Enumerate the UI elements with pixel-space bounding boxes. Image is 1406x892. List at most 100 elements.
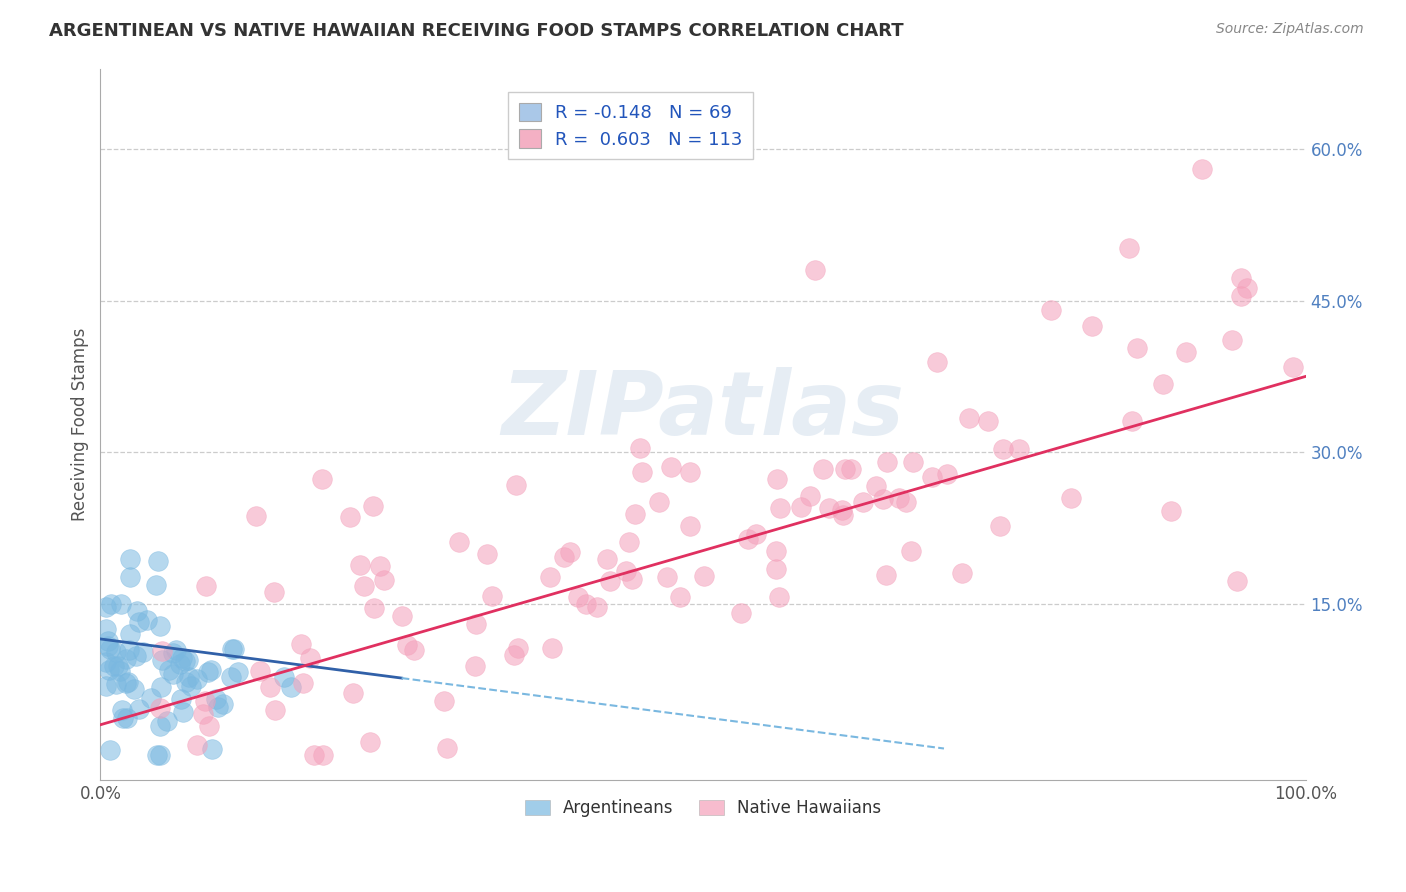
Point (169, 657, 191, 672)
Point (1040, 302, 1063, 317)
Text: ARGENTINEAN VS NATIVE HAWAIIAN RECEIVING FOOD STAMPS CORRELATION CHART: ARGENTINEAN VS NATIVE HAWAIIAN RECEIVING… (49, 22, 904, 40)
Point (1230, 271, 1253, 285)
Point (1060, 491, 1083, 506)
Point (464, 659, 486, 673)
Point (737, 533, 759, 547)
Point (1191, 162, 1213, 177)
Point (839, 462, 862, 476)
Point (110, 597, 132, 611)
Point (146, 747, 169, 762)
Point (186, 738, 208, 752)
Point (832, 508, 855, 522)
Point (1174, 345, 1197, 359)
Point (599, 574, 621, 588)
Point (149, 619, 172, 633)
Point (630, 465, 652, 479)
Y-axis label: Receiving Food Stamps: Receiving Food Stamps (72, 327, 89, 521)
Point (339, 510, 361, 524)
Point (122, 682, 145, 697)
Point (766, 472, 789, 486)
Point (503, 648, 526, 662)
Point (790, 500, 813, 515)
Point (290, 637, 312, 651)
Point (991, 442, 1014, 456)
Point (172, 651, 194, 665)
Point (900, 544, 922, 558)
Point (477, 547, 499, 561)
Point (97, 639, 120, 653)
Point (280, 680, 302, 694)
Point (197, 665, 219, 679)
Point (586, 599, 609, 614)
Point (567, 591, 589, 605)
Point (145, 577, 167, 591)
Point (1152, 377, 1174, 392)
Point (205, 691, 228, 706)
Point (1008, 442, 1031, 456)
Point (1126, 342, 1149, 356)
Point (118, 642, 141, 657)
Point (156, 714, 179, 729)
Point (114, 676, 136, 690)
Point (98, 641, 121, 656)
Point (1282, 360, 1305, 375)
Point (936, 467, 959, 482)
Point (150, 644, 173, 658)
Point (1225, 574, 1247, 588)
Point (745, 527, 768, 541)
Point (96, 600, 118, 615)
Point (818, 500, 841, 515)
Point (219, 670, 242, 684)
Point (200, 663, 222, 677)
Point (264, 703, 287, 717)
Point (222, 642, 245, 657)
Point (769, 500, 792, 515)
Point (628, 441, 651, 455)
Legend: Argentineans, Native Hawaiians: Argentineans, Native Hawaiians (516, 790, 890, 825)
Point (198, 718, 221, 732)
Point (901, 455, 924, 469)
Point (799, 489, 821, 503)
Point (373, 574, 395, 588)
Point (553, 550, 575, 565)
Point (263, 584, 285, 599)
Point (136, 614, 159, 628)
Point (207, 699, 229, 714)
Point (118, 551, 141, 566)
Point (648, 495, 671, 509)
Point (342, 686, 364, 700)
Point (174, 674, 197, 689)
Point (765, 562, 787, 576)
Point (889, 491, 911, 505)
Point (179, 670, 201, 684)
Point (679, 518, 702, 533)
Point (311, 473, 333, 487)
Point (104, 677, 127, 691)
Point (127, 604, 149, 618)
Point (139, 690, 162, 705)
Point (162, 646, 184, 660)
Point (120, 570, 142, 584)
Point (228, 665, 250, 679)
Point (177, 653, 200, 667)
Point (730, 606, 752, 620)
Point (117, 675, 139, 690)
Point (98, 743, 121, 757)
Point (1160, 504, 1182, 518)
Point (804, 263, 827, 277)
Point (558, 545, 581, 559)
Point (107, 659, 129, 673)
Point (876, 455, 898, 469)
Point (661, 459, 683, 474)
Point (872, 492, 894, 507)
Point (194, 694, 217, 708)
Point (128, 702, 150, 716)
Point (977, 414, 1000, 428)
Point (221, 642, 243, 657)
Point (108, 664, 131, 678)
Point (115, 711, 138, 725)
Point (96, 622, 118, 636)
Point (111, 711, 134, 725)
Point (957, 410, 980, 425)
Point (988, 518, 1011, 533)
